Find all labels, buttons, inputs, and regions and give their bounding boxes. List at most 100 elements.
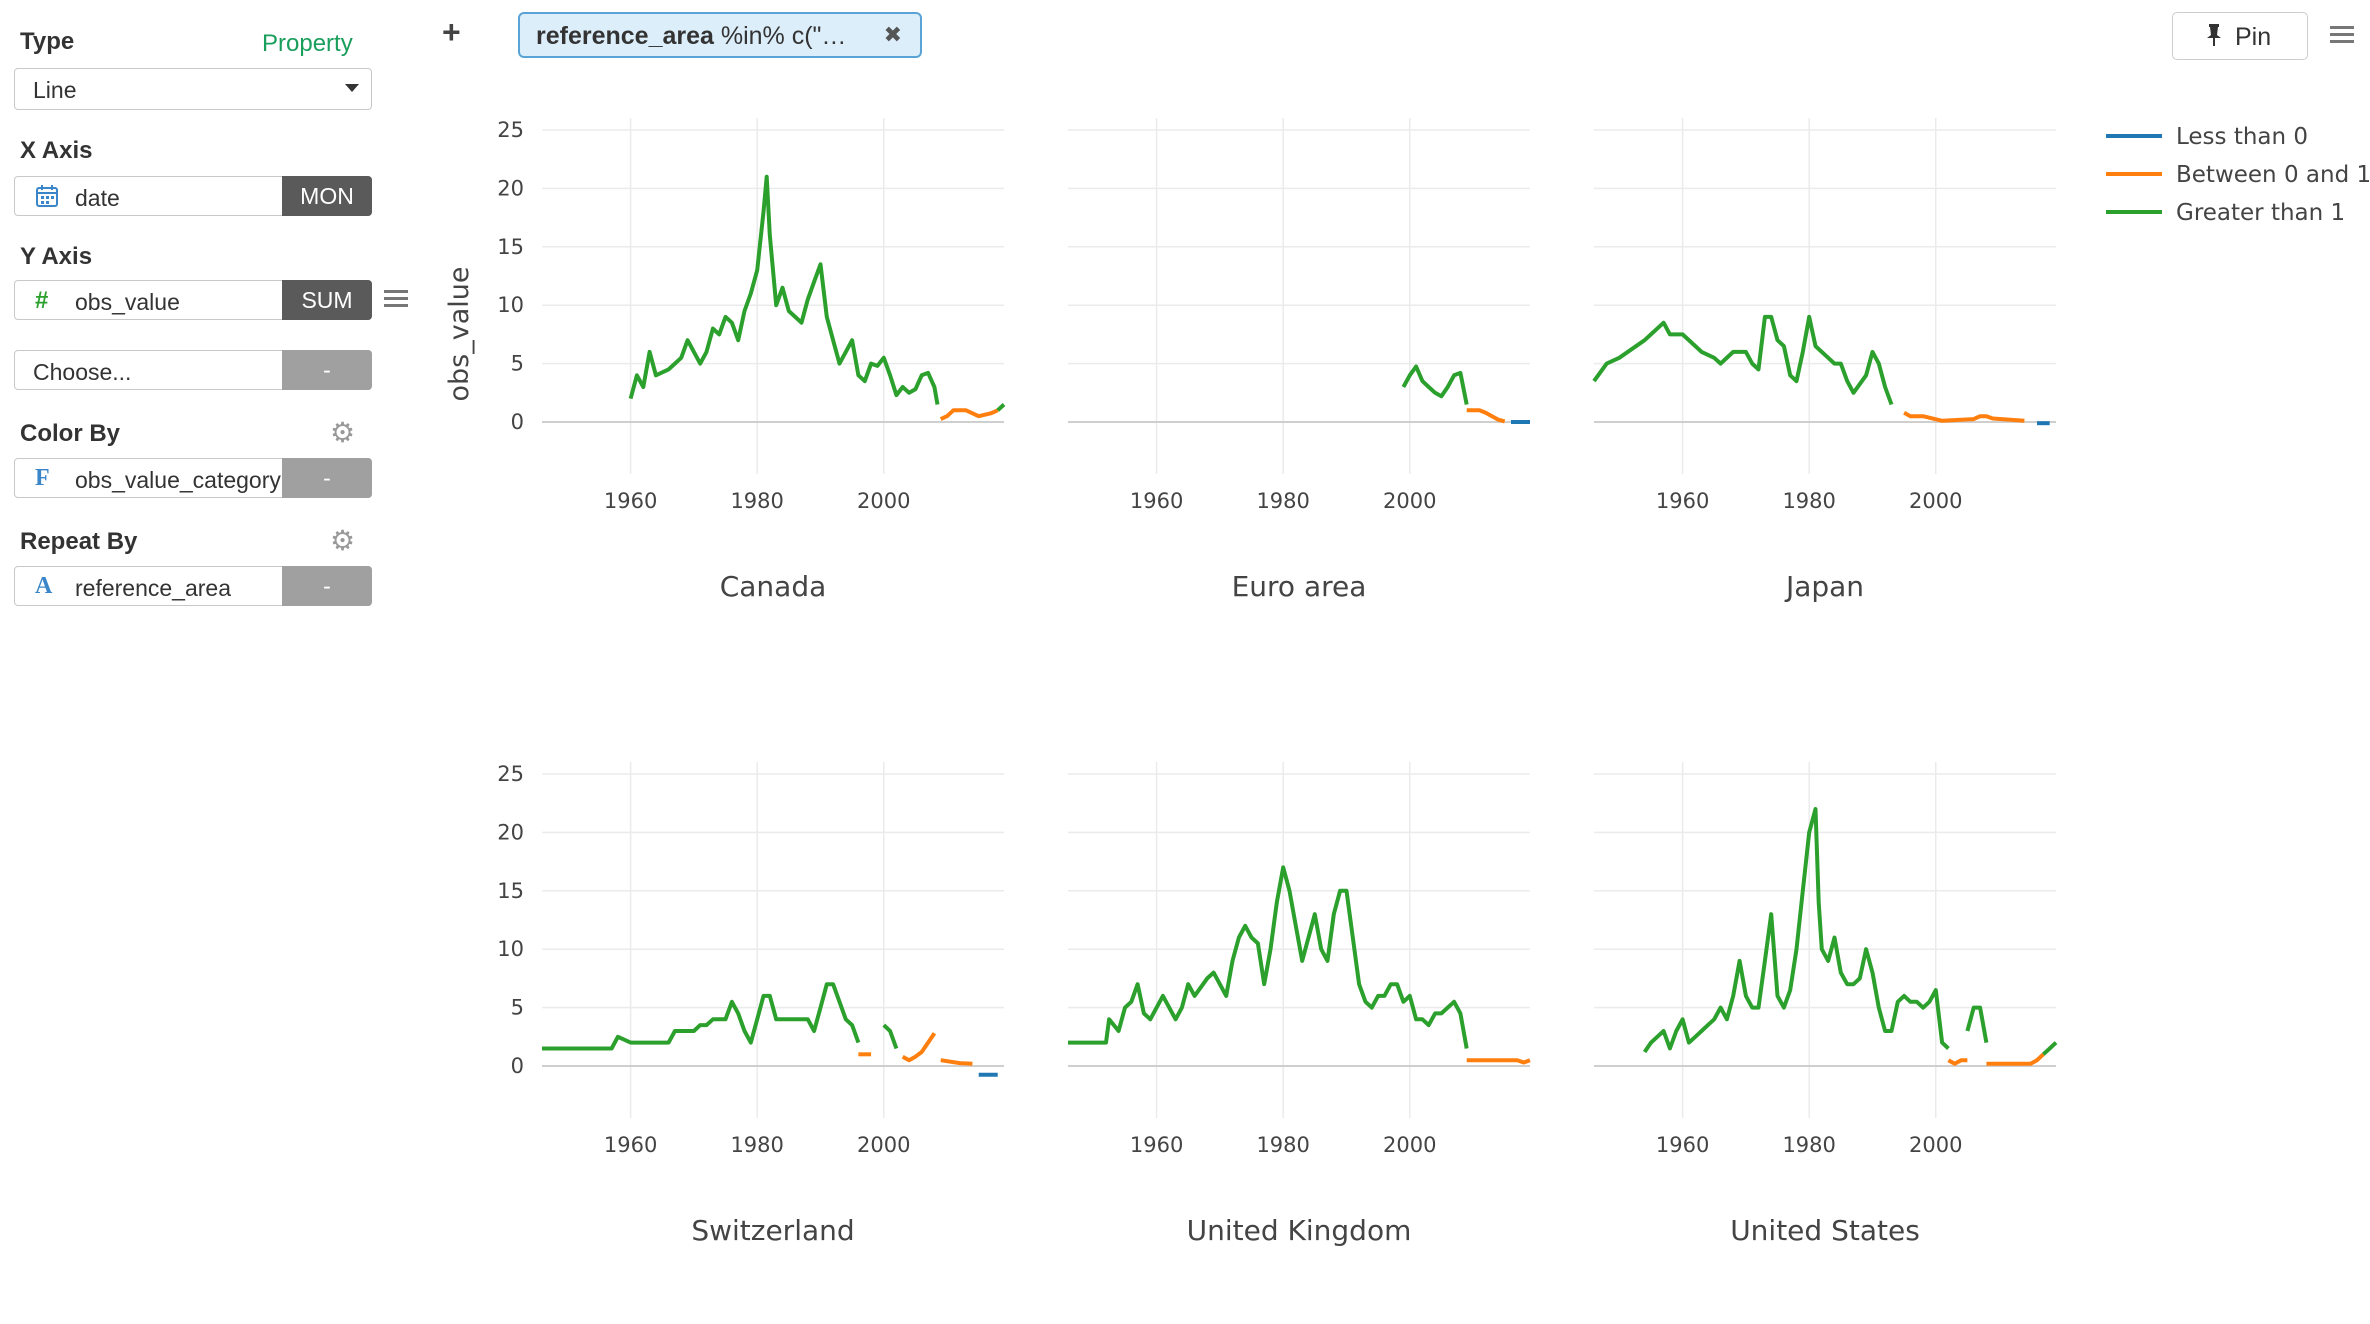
y-axis-title: obs_value bbox=[444, 267, 475, 402]
series-line bbox=[2041, 1041, 2058, 1056]
x-tick-label: 2000 bbox=[1909, 1133, 1962, 1157]
y-tick-label: 25 bbox=[497, 762, 524, 786]
x-axis-field-name: date bbox=[75, 185, 120, 211]
calendar-icon bbox=[35, 184, 59, 215]
legend: Less than 0 Between 0 and 1 Greater than 1 bbox=[2106, 124, 2370, 226]
pin-label: Pin bbox=[2235, 23, 2272, 51]
x-tick-label: 1980 bbox=[1256, 1133, 1309, 1157]
series-line bbox=[1903, 410, 2025, 423]
y-tick-label: 5 bbox=[511, 352, 524, 376]
factor-icon: F bbox=[35, 465, 50, 491]
repeat-by-remove-button[interactable]: - bbox=[282, 566, 372, 606]
repeat-by-field-name: reference_area bbox=[75, 575, 231, 601]
chart-panel: 1960 1980 2000 0 5 10 15 20 25 Canada bbox=[497, 118, 1006, 603]
chevron-down-icon bbox=[345, 84, 359, 92]
y-axis-choose-field[interactable]: Choose... - bbox=[14, 350, 372, 390]
series-line bbox=[1592, 314, 1894, 406]
y-axis-label: Y Axis bbox=[20, 243, 93, 270]
repeat-by-label: Repeat By bbox=[20, 528, 138, 555]
x-axis-field[interactable]: date MON bbox=[14, 176, 372, 216]
y-axis-field-name: obs_value bbox=[75, 289, 180, 315]
y-tick-label: 10 bbox=[497, 937, 524, 961]
series-line bbox=[628, 174, 940, 405]
chart-panel: 1960 1980 2000 Euro area bbox=[1068, 118, 1530, 603]
filter-field: reference_area bbox=[536, 22, 714, 50]
series-line bbox=[901, 1032, 937, 1063]
y-tick-label: 20 bbox=[497, 820, 524, 844]
color-by-label: Color By bbox=[20, 420, 121, 447]
text-type-icon: A bbox=[35, 573, 53, 599]
x-tick-label: 2000 bbox=[1383, 489, 1436, 513]
x-tick-label: 1980 bbox=[1256, 489, 1309, 513]
series-line bbox=[542, 982, 861, 1051]
chart-panel: 1960 1980 2000 United Kingdom bbox=[1068, 762, 1531, 1247]
series-line bbox=[1466, 408, 1506, 424]
y-axis-choose-text: Choose... bbox=[33, 359, 132, 385]
x-tick-label: 1960 bbox=[1130, 1133, 1183, 1157]
y-tick-label: 20 bbox=[497, 176, 524, 200]
y-tick-label: 0 bbox=[511, 410, 524, 434]
y-tick-label: 15 bbox=[497, 879, 524, 903]
y-axis-aggregation-button[interactable]: SUM bbox=[282, 280, 372, 320]
legend-item-label: Between 0 and 1 bbox=[2176, 162, 2370, 188]
y-axis-menu-icon[interactable] bbox=[384, 286, 408, 311]
series-line bbox=[996, 403, 1006, 412]
series-line bbox=[939, 408, 999, 421]
x-tick-label: 1980 bbox=[730, 1133, 783, 1157]
panel-title: Canada bbox=[720, 570, 827, 603]
y-axis-field[interactable]: # obs_value SUM bbox=[14, 280, 372, 320]
series-line bbox=[1401, 364, 1469, 405]
legend-item-label: Greater than 1 bbox=[2176, 200, 2345, 226]
x-tick-label: 1960 bbox=[1656, 489, 1709, 513]
color-by-field[interactable]: F obs_value_category - bbox=[14, 458, 372, 498]
panel-title: United Kingdom bbox=[1187, 1214, 1412, 1247]
pin-button[interactable]: Pin bbox=[2172, 12, 2308, 60]
x-axis-label: X Axis bbox=[20, 137, 93, 164]
main-menu-icon[interactable] bbox=[2330, 22, 2354, 47]
series-line bbox=[1068, 865, 1469, 1049]
x-tick-label: 2000 bbox=[1909, 489, 1962, 513]
series-line bbox=[1947, 1058, 1968, 1066]
y-tick-label: 10 bbox=[497, 293, 524, 317]
x-tick-label: 1980 bbox=[1782, 1133, 1835, 1157]
series-line bbox=[1642, 807, 1950, 1054]
x-tick-label: 2000 bbox=[857, 1133, 910, 1157]
x-tick-label: 2000 bbox=[857, 489, 910, 513]
panel-title: United States bbox=[1730, 1214, 1920, 1247]
property-link[interactable]: Property bbox=[262, 30, 353, 57]
chart-panel: 1960 1980 2000 Japan bbox=[1592, 118, 2056, 603]
type-select[interactable]: Line bbox=[14, 68, 372, 110]
number-icon: # bbox=[35, 287, 49, 314]
x-tick-label: 1980 bbox=[1782, 489, 1835, 513]
series-line bbox=[882, 1023, 899, 1050]
type-label: Type bbox=[20, 28, 75, 55]
panel-title: Switzerland bbox=[691, 1214, 854, 1247]
series-line bbox=[1965, 1005, 1989, 1043]
repeat-by-gear-icon[interactable]: ⚙ bbox=[330, 525, 356, 556]
chart-panel: 1960 1980 2000 0 5 10 15 20 25 Switzerland bbox=[497, 762, 1004, 1247]
repeat-by-field[interactable]: A reference_area - bbox=[14, 566, 372, 606]
type-select-value: Line bbox=[33, 77, 77, 103]
x-axis-aggregation-button[interactable]: MON bbox=[282, 176, 372, 216]
series-line bbox=[1466, 1058, 1531, 1065]
y-tick-label: 25 bbox=[497, 118, 524, 142]
y-tick-label: 5 bbox=[511, 996, 524, 1020]
panel-title: Japan bbox=[1784, 570, 1864, 603]
filter-chip[interactable]: reference_area %in% c("… ✖ bbox=[518, 12, 922, 58]
y-axis-choose-remove-button[interactable]: - bbox=[282, 350, 372, 390]
color-by-gear-icon[interactable]: ⚙ bbox=[330, 417, 356, 448]
series-line bbox=[1986, 1052, 2045, 1066]
x-tick-label: 1960 bbox=[604, 489, 657, 513]
panel-title: Euro area bbox=[1232, 570, 1367, 603]
chart-panel: 1960 1980 2000 United States bbox=[1594, 762, 2058, 1247]
filter-close-icon[interactable]: ✖ bbox=[883, 22, 902, 47]
filter-expression: %in% c("… bbox=[713, 22, 847, 50]
x-tick-label: 1960 bbox=[1130, 489, 1183, 513]
x-tick-label: 1980 bbox=[730, 489, 783, 513]
pin-icon bbox=[2205, 23, 2223, 53]
color-by-remove-button[interactable]: - bbox=[282, 458, 372, 498]
x-tick-label: 1960 bbox=[604, 1133, 657, 1157]
y-tick-label: 0 bbox=[511, 1054, 524, 1078]
add-filter-icon[interactable]: + bbox=[442, 14, 461, 50]
legend-item-label: Less than 0 bbox=[2176, 124, 2308, 150]
